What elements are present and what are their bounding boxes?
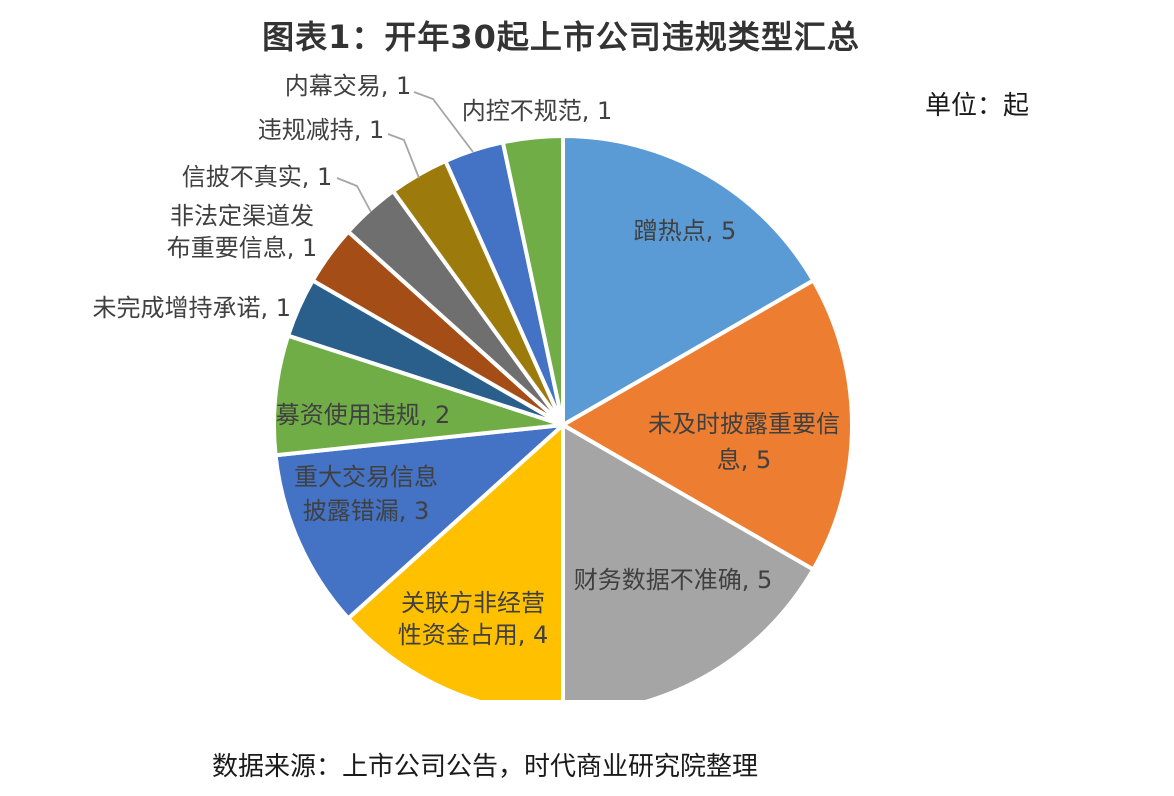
pie-slice [561,423,816,700]
label-leader-line [413,91,474,153]
slice-label: 违规减持, 1 [258,116,385,144]
pie-slice [561,134,816,427]
slice-label: 内幕交易, 1 [285,72,412,100]
pie-slice [561,278,854,572]
slice-label: 未及时披露重要信息, 5 [648,410,840,474]
label-leader-line [336,177,372,213]
chart-title: 图表1：开年30起上市公司违规类型汇总 [262,18,860,56]
source-note: 数据来源：上市公司公告，时代商业研究院整理 [212,752,759,782]
pie-slice [273,423,565,621]
pie-slice [500,134,565,427]
pie-slice [346,423,565,700]
pie-slice [272,333,565,458]
slice-label: 关联方非经营性资金占用, 4 [398,589,549,649]
slice-label: 非法定渠道发布重要信息, 1 [167,202,318,262]
slice-label: 信披不真实, 1 [182,163,333,191]
slice-label: 重大交易信息披露错漏, 3 [294,463,438,525]
slice-label: 内控不规范, 1 [462,97,613,125]
pie-chart: 蹭热点, 5 未及时披露重要信息, 5 财务数据不准确, 5 关联方非经营性资金占用,… [92,72,854,700]
slice-label: 未完成增持承诺, 1 [92,294,291,322]
slice-label: 财务数据不准确, 5 [574,566,773,594]
label-leader-line [387,133,420,179]
unit-label: 单位：起 [925,91,1030,121]
slice-label: 募资使用违规, 2 [276,401,451,429]
slice-label: 蹭热点, 5 [634,217,737,245]
